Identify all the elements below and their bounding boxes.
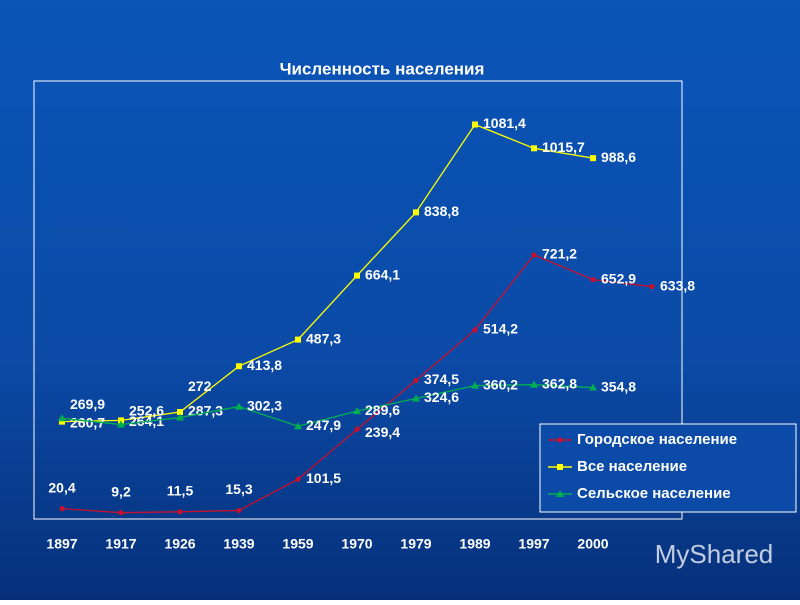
point <box>118 417 124 424</box>
legend-marker <box>557 437 563 443</box>
value-label: 360,2 <box>483 376 518 392</box>
point <box>649 283 655 290</box>
point <box>59 418 65 425</box>
legend-box <box>539 423 797 513</box>
value-label: 988,6 <box>601 149 636 165</box>
point <box>353 407 361 415</box>
point <box>531 252 537 258</box>
point <box>176 413 184 421</box>
point <box>354 426 360 432</box>
point <box>472 327 478 333</box>
value-label: 239,4 <box>365 424 400 440</box>
point <box>235 402 243 410</box>
point <box>59 506 65 512</box>
x-tick-label: 1959 <box>282 536 313 552</box>
x-tick-label: 1979 <box>400 536 431 552</box>
legend-label: Все население <box>577 458 687 475</box>
value-label: 721,2 <box>542 246 577 262</box>
x-tick-label: 1917 <box>105 536 136 552</box>
point <box>177 509 183 515</box>
point <box>412 394 420 402</box>
value-label: 269,9 <box>70 396 105 412</box>
point <box>530 380 538 388</box>
value-label: 11,5 <box>167 483 194 499</box>
value-label: 514,2 <box>483 321 518 337</box>
value-label: 289,6 <box>365 402 400 418</box>
value-label: 324,6 <box>424 389 459 405</box>
point <box>58 414 66 422</box>
x-tick-label: 1897 <box>46 536 77 552</box>
point <box>295 476 301 482</box>
value-label: 20,4 <box>48 479 75 495</box>
point <box>354 272 360 279</box>
x-tick-label: 1970 <box>341 536 372 552</box>
value-label: 652,9 <box>601 270 636 286</box>
point <box>117 420 125 428</box>
x-tick-label: 1939 <box>223 536 254 552</box>
point <box>471 381 479 389</box>
series-line <box>61 123 594 423</box>
series-line <box>61 384 594 427</box>
value-label: 9,2 <box>111 483 131 499</box>
value-label: 413,8 <box>247 357 282 373</box>
point <box>413 209 419 216</box>
point <box>531 145 537 152</box>
legend-label: Сельское население <box>577 485 731 502</box>
point <box>295 336 301 343</box>
value-label: 374,5 <box>424 371 459 387</box>
value-label: 487,3 <box>306 330 341 346</box>
value-label: 1015,7 <box>542 139 585 155</box>
value-label: 362,8 <box>542 375 577 391</box>
value-label: 101,5 <box>306 470 341 486</box>
point <box>590 155 596 162</box>
value-label: 1081,4 <box>483 115 526 131</box>
chart-title: Численность населения <box>280 59 485 78</box>
value-label: 260,7 <box>70 414 105 430</box>
value-label: 15,3 <box>225 481 252 497</box>
legend-marker <box>557 464 563 470</box>
x-tick-label: 2000 <box>577 536 608 552</box>
point <box>590 277 596 283</box>
point <box>118 510 124 516</box>
value-label: 838,8 <box>424 203 459 219</box>
point <box>589 383 597 391</box>
point <box>236 507 242 514</box>
point <box>294 422 302 430</box>
plot-frame <box>33 80 683 520</box>
legend-label: Городское население <box>577 431 737 448</box>
value-label: 252,6 <box>129 402 164 418</box>
x-tick-label: 1926 <box>164 536 195 552</box>
value-label: 272 <box>188 378 212 394</box>
value-label: 354,8 <box>601 378 636 394</box>
value-label: 664,1 <box>365 266 400 282</box>
value-label: 633,8 <box>660 277 695 293</box>
value-label: 247,9 <box>306 417 341 433</box>
watermark: MyShared <box>655 539 774 569</box>
value-label: 302,3 <box>247 397 282 413</box>
point <box>472 121 478 128</box>
point <box>236 363 242 370</box>
legend-marker <box>556 490 564 497</box>
x-tick-label: 1997 <box>518 536 549 552</box>
x-tick-label: 1989 <box>459 536 490 552</box>
point <box>413 377 419 384</box>
point <box>177 408 183 415</box>
